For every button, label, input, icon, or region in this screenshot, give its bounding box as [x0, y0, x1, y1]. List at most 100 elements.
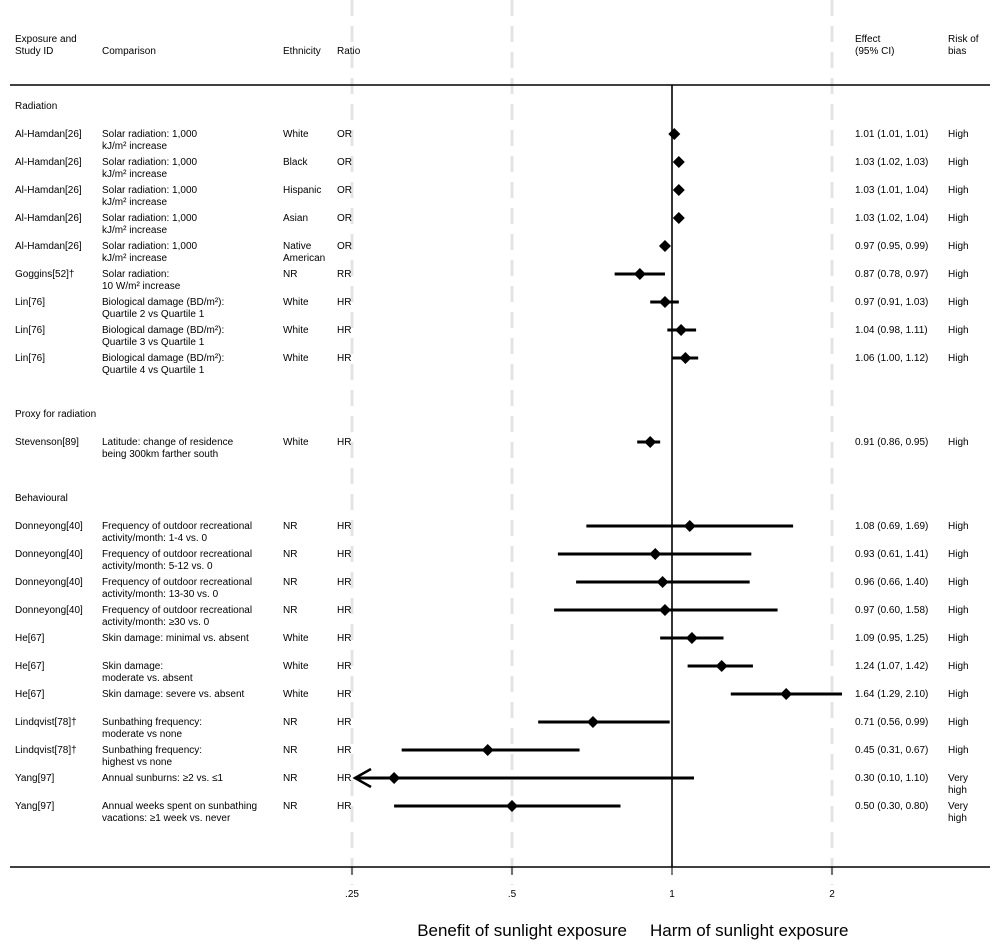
ratio-text: OR	[337, 185, 352, 196]
ethnicity-text: White	[283, 129, 309, 140]
comparison-text: Quartile 2 vs Quartile 1	[102, 309, 205, 320]
comparison-text: Quartile 3 vs Quartile 1	[102, 337, 205, 348]
effect-text: 0.45 (0.31, 0.67)	[855, 745, 928, 756]
comparison-text: Frequency of outdoor recreational	[102, 521, 252, 532]
point-estimate	[715, 660, 728, 672]
risk-of-bias-text: High	[948, 325, 969, 336]
comparison-text: 10 W/m² increase	[102, 281, 181, 292]
point-estimate	[672, 184, 685, 196]
study-row: Lindqvist[78]† Sunbathing frequency:highe…	[15, 744, 969, 768]
ratio-text: HR	[337, 745, 351, 756]
comparison-text: highest vs none	[102, 757, 172, 768]
ratio-text: RR	[337, 269, 351, 280]
comparison-text: Solar radiation: 1,000	[102, 185, 198, 196]
ratio-text: HR	[337, 717, 351, 728]
point-estimate	[675, 324, 688, 336]
study-row: Donneyong[40] Frequency of outdoor recrea…	[15, 576, 969, 600]
comparison-text: vacations: ≥1 week vs. never	[102, 813, 231, 824]
comparison-text: kJ/m² increase	[102, 197, 167, 208]
truncation-arrow	[352, 767, 372, 789]
ratio-text: HR	[337, 325, 351, 336]
point-estimate	[658, 296, 671, 308]
comparison-text: kJ/m² increase	[102, 253, 167, 264]
study-row: Yang[97] Annual weeks spent on sunbathing…	[15, 800, 968, 824]
ethnicity-text: American	[283, 253, 325, 264]
header-study: Study ID	[15, 46, 53, 57]
point-estimate	[633, 268, 646, 280]
risk-of-bias-text: High	[948, 157, 969, 168]
study-row: Donneyong[40] Frequency of outdoor recrea…	[15, 548, 969, 572]
ethnicity-text: White	[283, 353, 309, 364]
header-study: Exposure and	[15, 34, 77, 45]
comparison-text: being 300km farther south	[102, 449, 218, 460]
study-id: Goggins[52]†	[15, 269, 75, 280]
effect-text: 1.24 (1.07, 1.42)	[855, 661, 928, 672]
ethnicity-text: NR	[283, 605, 297, 616]
effect-text: 0.91 (0.86, 0.95)	[855, 437, 928, 448]
comparison-text: Quartile 4 vs Quartile 1	[102, 365, 205, 376]
study-id: Donneyong[40]	[15, 549, 83, 560]
effect-text: 1.64 (1.29, 2.10)	[855, 689, 928, 700]
point-estimate	[481, 744, 494, 756]
point-estimate	[658, 604, 671, 616]
effect-text: 1.08 (0.69, 1.69)	[855, 521, 928, 532]
risk-of-bias-text: High	[948, 633, 969, 644]
comparison-text: Solar radiation: 1,000	[102, 129, 198, 140]
point-estimate	[649, 548, 662, 560]
comparison-text: activity/month: 1-4 vs. 0	[102, 533, 207, 544]
comparison-text: Frequency of outdoor recreational	[102, 577, 252, 588]
study-id: He[67]	[15, 689, 45, 700]
effect-text: 0.30 (0.10, 1.10)	[855, 773, 928, 784]
ethnicity-text: Asian	[283, 213, 308, 224]
ethnicity-text: White	[283, 633, 309, 644]
point-estimate	[644, 436, 657, 448]
study-row: Lin[76] Biological damage (BD/m²):Quartil…	[15, 324, 969, 348]
risk-of-bias-text: high	[948, 813, 967, 824]
ethnicity-text: White	[283, 325, 309, 336]
comparison-text: kJ/m² increase	[102, 169, 167, 180]
ratio-text: HR	[337, 773, 351, 784]
comparison-text: Biological damage (BD/m²):	[102, 325, 224, 336]
ethnicity-text: White	[283, 661, 309, 672]
risk-of-bias-text: High	[948, 185, 969, 196]
comparison-text: Annual sunburns: ≥2 vs. ≤1	[102, 773, 223, 784]
study-row: Donneyong[40] Frequency of outdoor recrea…	[15, 520, 969, 544]
effect-text: 1.04 (0.98, 1.11)	[855, 325, 928, 336]
study-id: Al-Hamdan[26]	[15, 157, 82, 168]
study-id: Lindqvist[78]†	[15, 745, 77, 756]
effect-text: 1.03 (1.02, 1.04)	[855, 213, 928, 224]
study-row: Al-Hamdan[26] Solar radiation: 1,000kJ/m²…	[15, 156, 969, 180]
ratio-text: HR	[337, 353, 351, 364]
comparison-text: Skin damage:	[102, 661, 163, 672]
risk-of-bias-text: Very	[948, 801, 968, 812]
risk-of-bias-text: High	[948, 269, 969, 280]
comparison-text: kJ/m² increase	[102, 141, 167, 152]
header-risk: bias	[948, 46, 966, 57]
study-row: Al-Hamdan[26] Solar radiation: 1,000kJ/m²…	[15, 212, 969, 236]
risk-of-bias-text: High	[948, 241, 969, 252]
section-label: Radiation	[15, 101, 57, 112]
risk-of-bias-text: High	[948, 129, 969, 140]
header-ethnicity: Ethnicity	[283, 46, 321, 57]
effect-text: 0.71 (0.56, 0.99)	[855, 717, 928, 728]
comparison-text: Sunbathing frequency:	[102, 717, 202, 728]
study-id: Donneyong[40]	[15, 521, 83, 532]
comparison-text: Sunbathing frequency:	[102, 745, 202, 756]
ratio-text: HR	[337, 633, 351, 644]
study-row: Lindqvist[78]† Sunbathing frequency:moder…	[15, 716, 969, 740]
ethnicity-text: NR	[283, 269, 297, 280]
ratio-text: HR	[337, 661, 351, 672]
effect-text: 0.96 (0.66, 1.40)	[855, 577, 928, 588]
risk-of-bias-text: High	[948, 717, 969, 728]
point-estimate	[679, 352, 692, 364]
ethnicity-text: Native	[283, 241, 312, 252]
study-id: Al-Hamdan[26]	[15, 185, 82, 196]
ethnicity-text: NR	[283, 745, 297, 756]
study-row: Al-Hamdan[26] Solar radiation: 1,000kJ/m²…	[15, 184, 969, 208]
point-estimate	[388, 772, 401, 784]
comparison-text: activity/month: 5-12 vs. 0	[102, 561, 213, 572]
risk-of-bias-text: High	[948, 661, 969, 672]
risk-of-bias-text: Very	[948, 773, 968, 784]
risk-of-bias-text: High	[948, 689, 969, 700]
comparison-text: Frequency of outdoor recreational	[102, 549, 252, 560]
